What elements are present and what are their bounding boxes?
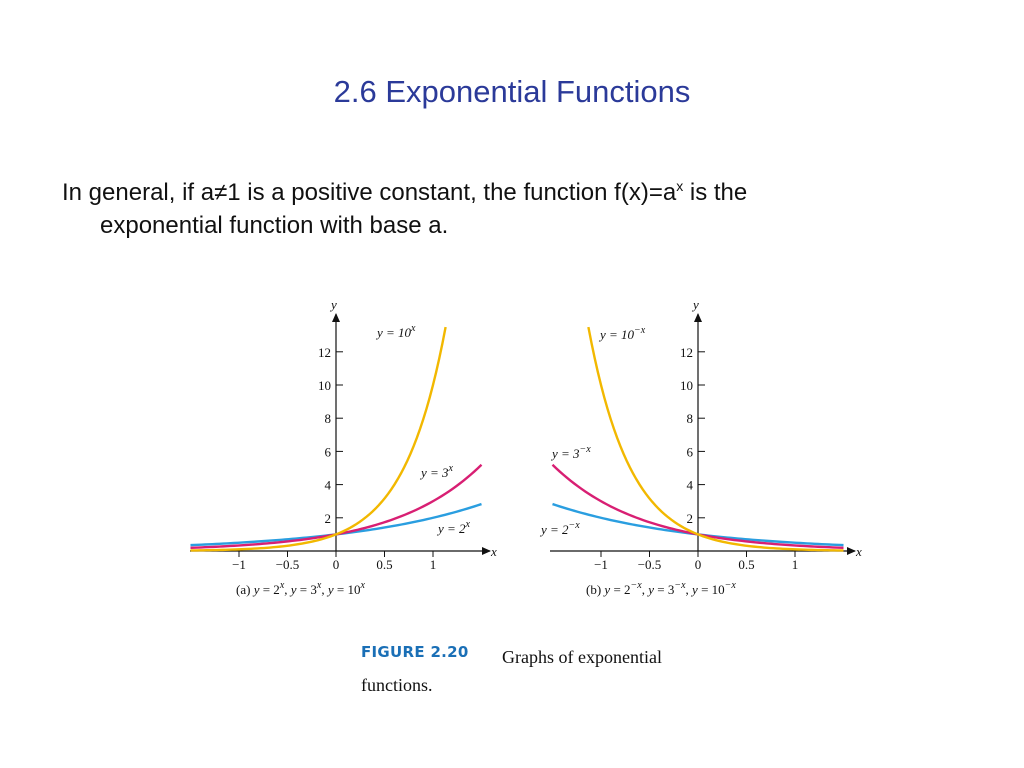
figure-caption: Graphs of exponential functions.: [361, 647, 662, 695]
curve-label-2-neg-x: y = 2−x: [539, 520, 580, 537]
y-tick-label: 4: [325, 478, 332, 493]
x-tick-label: −1: [594, 557, 608, 572]
series-curve-base-10-pos: [190, 326, 447, 552]
y-tick-label: 10: [680, 378, 693, 393]
x-tick-label: −0.5: [638, 557, 662, 572]
x-tick-label: 0.5: [738, 557, 754, 572]
body-line-2: exponential function with base a.: [100, 212, 449, 239]
curve-label-10-neg-x: y = 10−x: [598, 325, 646, 342]
y-tick-label: 12: [318, 345, 331, 360]
figure-label: FIGURE 2.20: [361, 643, 469, 661]
y-tick-label: 6: [325, 444, 332, 459]
y-tick-label: 12: [680, 345, 693, 360]
series-curve-base-10-neg: [587, 326, 844, 552]
y-tick-label: 6: [687, 444, 694, 459]
body-line-1-end: is the: [683, 179, 748, 206]
body-paragraph: In general, if a≠1 is a positive constan…: [62, 170, 922, 242]
y-tick-label: 2: [687, 511, 694, 526]
x-tick-label: −0.5: [276, 557, 300, 572]
x-axis-label: x: [490, 544, 497, 559]
panel-a-curves: [190, 326, 483, 552]
curve-label-10x: y = 10x: [375, 323, 416, 340]
x-tick-label: 1: [792, 557, 799, 572]
y-axis-label: y: [691, 297, 699, 312]
y-tick-label: 2: [325, 511, 332, 526]
x-tick-label: −1: [232, 557, 246, 572]
y-tick-label: 8: [325, 411, 332, 426]
y-tick-label: 8: [687, 411, 694, 426]
y-tick-label: 10: [318, 378, 331, 393]
panel-b-curves: [551, 326, 844, 552]
y-tick-label: 4: [687, 478, 694, 493]
curve-label-3x: y = 3x: [419, 463, 454, 480]
x-tick-label: 0: [333, 557, 340, 572]
slide-title: 2.6 Exponential Functions: [333, 74, 691, 109]
exponent-x: x: [676, 178, 684, 194]
panel-a-caption: (a) y = 2x, y = 3x, y = 10x: [236, 580, 365, 597]
curve-label-3-neg-x: y = 3−x: [550, 444, 591, 461]
body-line-1: In general, if a≠1 is a positive constan…: [62, 170, 922, 209]
x-tick-label: 0.5: [376, 557, 392, 572]
x-tick-label: 0: [695, 557, 702, 572]
body-line-1-start: In general, if a≠1 is a positive constan…: [62, 179, 677, 206]
y-axis-label: y: [329, 297, 337, 312]
x-tick-label: 1: [430, 557, 437, 572]
x-axis-label: x: [855, 544, 862, 559]
curve-label-2x: y = 2x: [436, 519, 471, 536]
panel-b-caption: (b) y = 2−x, y = 3−x, y = 10−x: [586, 580, 736, 597]
